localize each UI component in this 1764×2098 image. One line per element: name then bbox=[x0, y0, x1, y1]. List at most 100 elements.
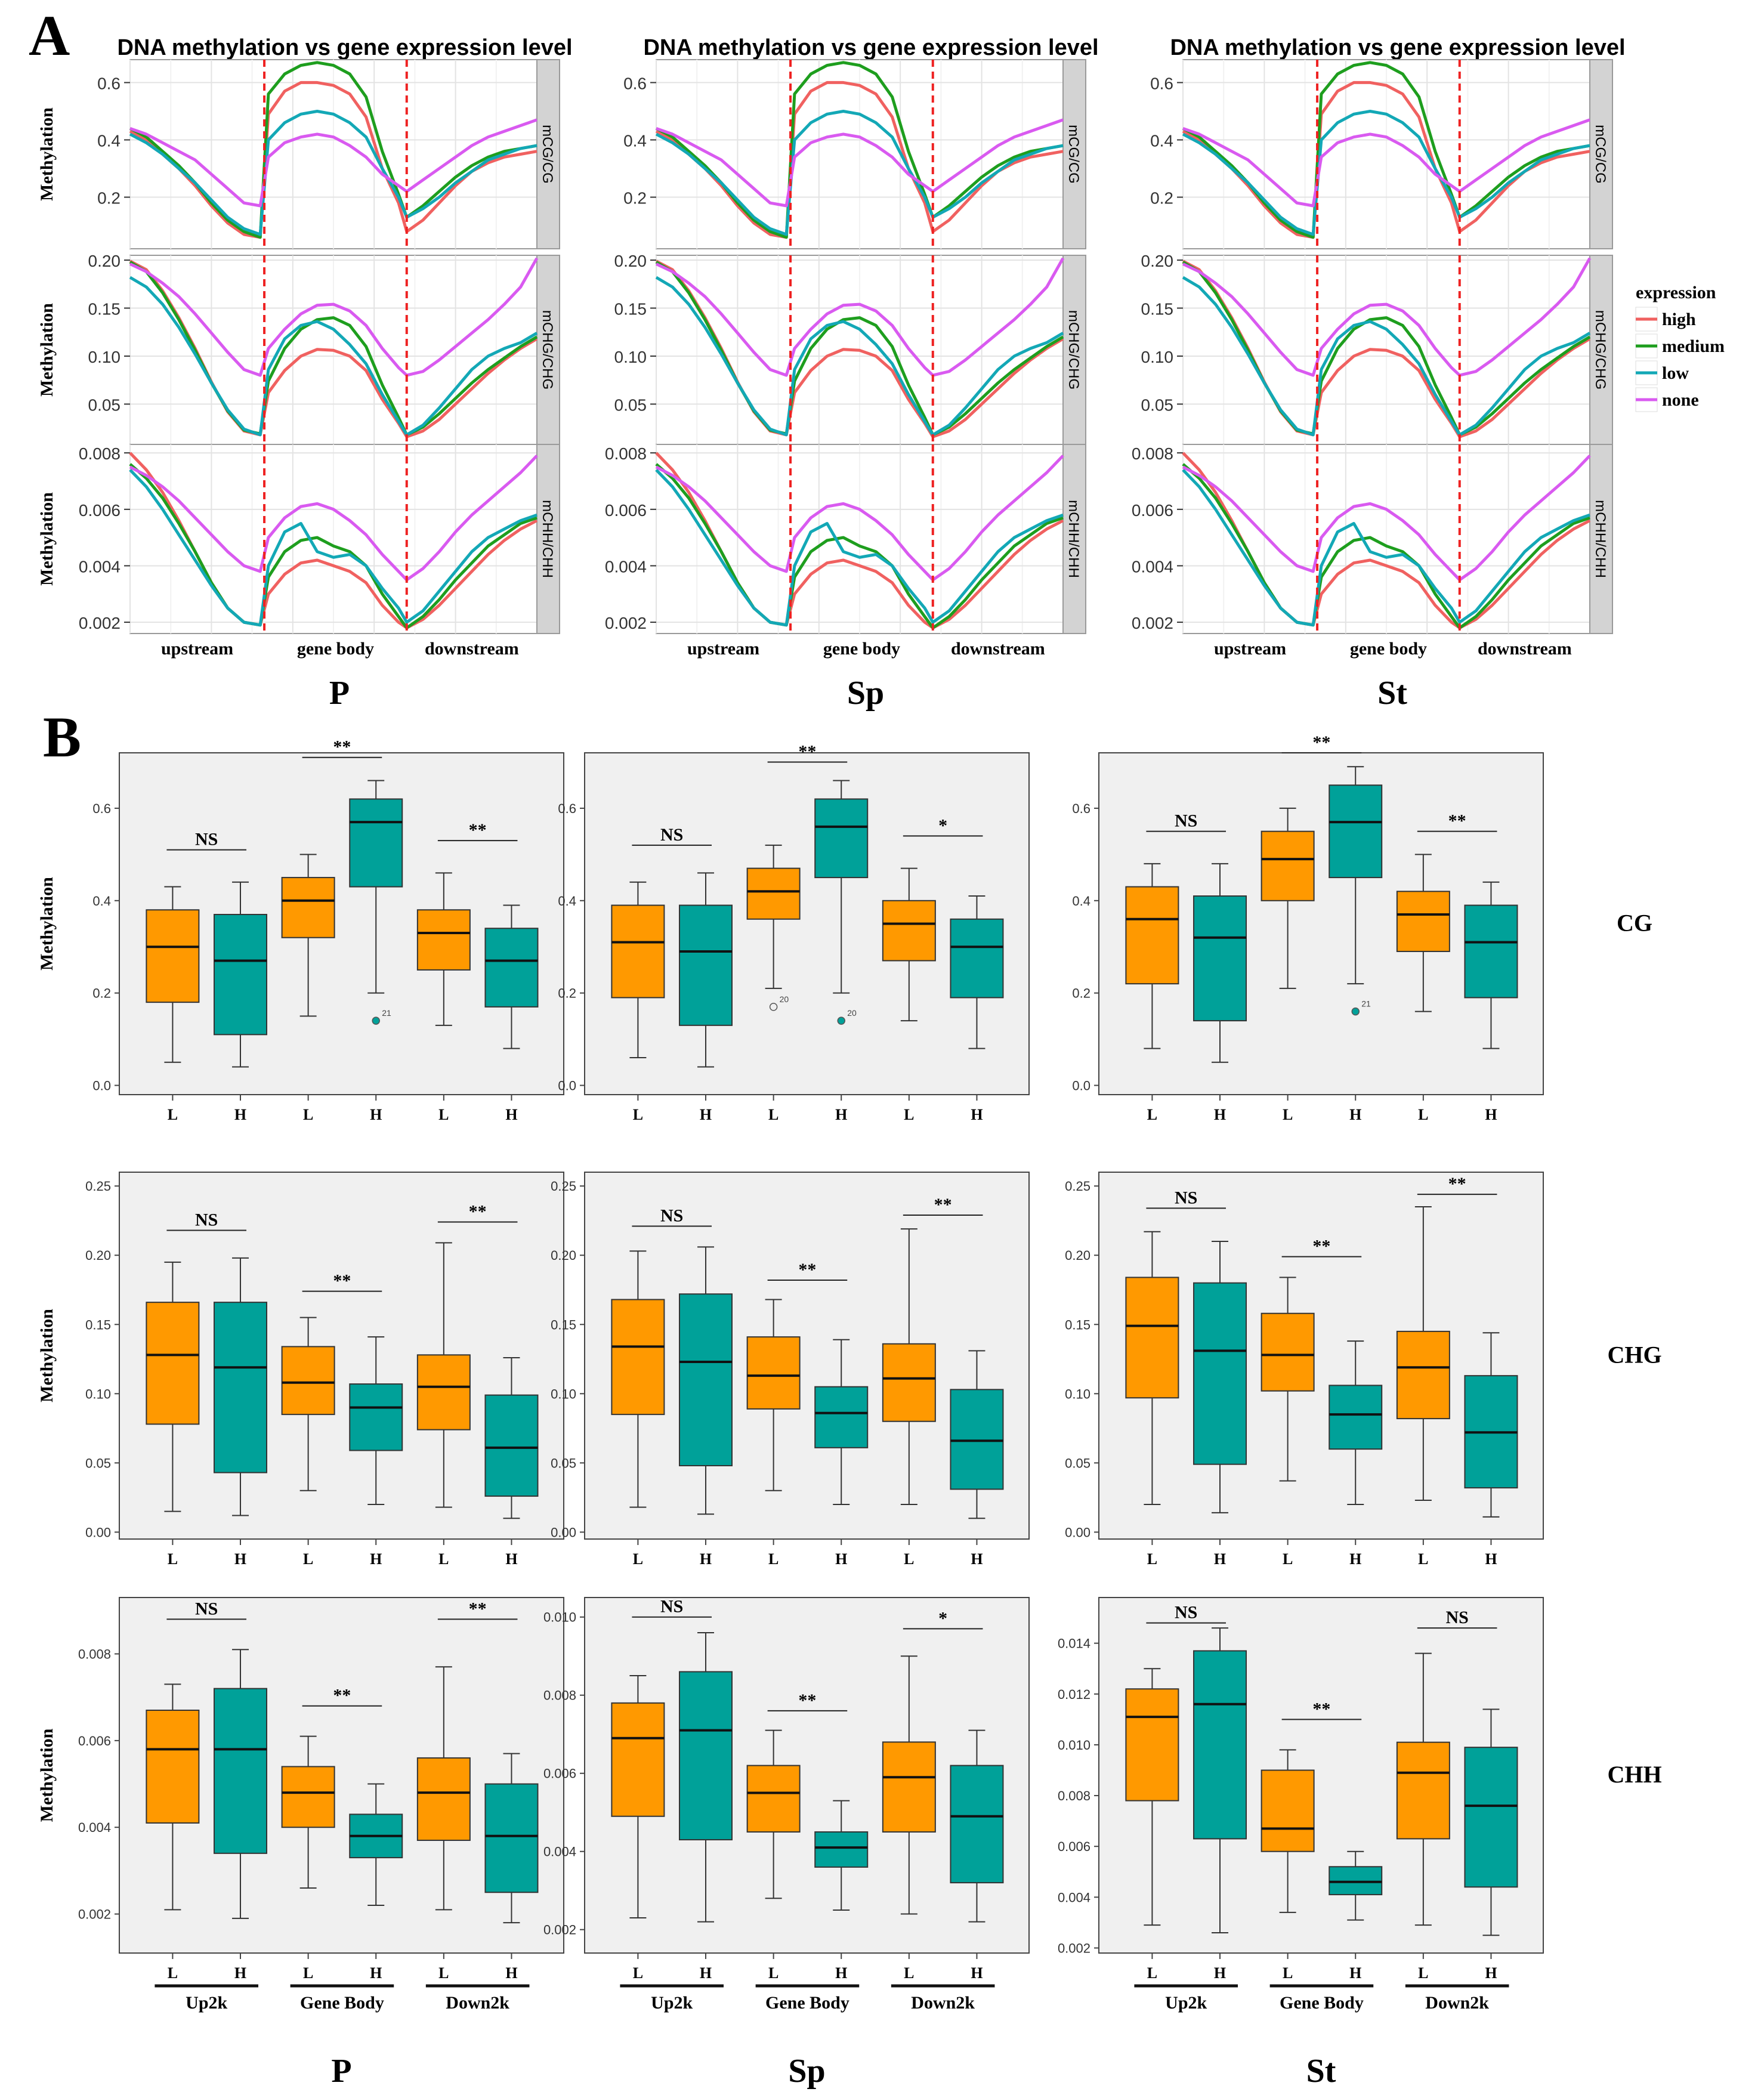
box-low bbox=[1261, 1769, 1315, 1852]
x-region-label: upstream bbox=[161, 639, 233, 659]
box-high bbox=[484, 1394, 539, 1497]
box-low bbox=[611, 904, 665, 999]
group-label: Gene Body bbox=[300, 1993, 384, 2013]
facet-strip-label: mCG/CG bbox=[1065, 125, 1082, 184]
series-line-medium bbox=[1182, 463, 1590, 629]
y-axis-label: Methylation bbox=[37, 107, 57, 201]
y-tick-label: 0.6 bbox=[558, 801, 576, 816]
series-line-none bbox=[655, 455, 1064, 582]
y-tick-label: 0.15 bbox=[551, 1317, 576, 1332]
outlier-label: 21 bbox=[1361, 999, 1371, 1009]
series-line-none bbox=[655, 257, 1065, 377]
y-tick-label: 0.25 bbox=[1065, 1179, 1090, 1194]
y-tick-label: 0.25 bbox=[85, 1179, 111, 1194]
box-high bbox=[1329, 784, 1383, 879]
y-tick-label: 0.10 bbox=[1141, 348, 1174, 366]
box-low bbox=[1396, 891, 1450, 952]
y-axis-label: Methylation bbox=[37, 1309, 57, 1402]
outlier-label: 21 bbox=[382, 1008, 391, 1018]
facet-strip bbox=[1062, 444, 1086, 634]
panel-a: DNA methylation vs gene expression level… bbox=[37, 35, 1626, 712]
x-tick-label: L bbox=[1283, 1964, 1293, 1982]
y-axis-label: Methylation bbox=[37, 1728, 57, 1822]
group-label: Down2k bbox=[911, 1993, 975, 2013]
box-low bbox=[882, 1343, 936, 1422]
box-high bbox=[349, 798, 403, 888]
significance-label: NS bbox=[1445, 1608, 1468, 1627]
significance-label: ** bbox=[798, 1691, 816, 1710]
facet-strip-label: mCHH/CHH bbox=[539, 500, 555, 578]
x-tick-label: L bbox=[1147, 1964, 1157, 1982]
significance-label: ** bbox=[1448, 811, 1466, 831]
outlier-point bbox=[837, 1016, 845, 1025]
y-tick-label: 0.008 bbox=[605, 444, 647, 463]
group-label: Up2k bbox=[186, 1993, 227, 2013]
y-tick-label: 0.6 bbox=[97, 74, 121, 92]
significance-label: ** bbox=[469, 820, 487, 840]
box-low bbox=[146, 1302, 200, 1425]
x-tick-label: H bbox=[1214, 1964, 1226, 1982]
y-tick-label: 0.006 bbox=[605, 501, 647, 520]
y-tick-label: 0.20 bbox=[1141, 252, 1174, 270]
box-high bbox=[1329, 1866, 1383, 1896]
legend-label: low bbox=[1662, 363, 1689, 383]
y-tick-label: 0.00 bbox=[551, 1525, 576, 1540]
significance-label: ** bbox=[469, 1599, 487, 1618]
significance-label: NS bbox=[660, 825, 683, 845]
y-tick-label: 0.2 bbox=[1072, 986, 1090, 1001]
box-low bbox=[1125, 1277, 1179, 1399]
box-high bbox=[1464, 1747, 1518, 1888]
x-tick-label: L bbox=[768, 1106, 778, 1123]
box-low bbox=[1396, 1741, 1450, 1840]
y-tick-label: 0.05 bbox=[551, 1456, 576, 1470]
tissue-label: St bbox=[1377, 675, 1407, 712]
x-region-label: gene body bbox=[297, 639, 374, 659]
y-tick-label: 0.10 bbox=[88, 348, 121, 366]
y-tick-label: 0.15 bbox=[88, 300, 121, 319]
x-tick-label: H bbox=[1485, 1550, 1497, 1568]
x-tick-label: L bbox=[633, 1106, 643, 1123]
x-tick-label: H bbox=[700, 1964, 712, 1982]
x-tick-label: L bbox=[1418, 1964, 1428, 1982]
facet-strip-label: mCG/CG bbox=[539, 125, 555, 184]
significance-label: ** bbox=[1312, 1699, 1330, 1719]
y-tick-label: 0.05 bbox=[85, 1456, 111, 1470]
box-high bbox=[1464, 904, 1518, 999]
box-low bbox=[1396, 1330, 1450, 1420]
box-high bbox=[214, 1302, 268, 1473]
box-high bbox=[950, 1389, 1004, 1490]
series-line-none bbox=[1182, 257, 1592, 377]
y-tick-label: 0.4 bbox=[623, 131, 647, 150]
x-tick-label: H bbox=[1485, 1964, 1497, 1982]
significance-label: ** bbox=[798, 741, 816, 761]
y-tick-label: 0.008 bbox=[1058, 1788, 1090, 1803]
facet-strip-label: mCHG/CHG bbox=[1592, 310, 1608, 390]
panel-a-letter: A bbox=[29, 4, 70, 67]
x-tick-label: H bbox=[1485, 1106, 1497, 1123]
x-tick-label: L bbox=[438, 1964, 449, 1982]
context-label: CHG bbox=[1607, 1342, 1661, 1368]
box-high bbox=[1193, 1282, 1247, 1465]
y-tick-label: 0.0 bbox=[1072, 1079, 1090, 1093]
y-tick-label: 0.002 bbox=[78, 1907, 111, 1922]
series-line-low bbox=[1182, 110, 1590, 236]
x-tick-label: H bbox=[1214, 1550, 1226, 1568]
facet-strip bbox=[1062, 255, 1086, 445]
y-tick-label: 0.2 bbox=[1150, 189, 1173, 208]
x-tick-label: L bbox=[1147, 1106, 1157, 1123]
y-tick-label: 0.20 bbox=[85, 1248, 111, 1263]
context-label: CG bbox=[1617, 910, 1652, 937]
series-line-medium bbox=[655, 463, 1064, 629]
x-tick-label: H bbox=[1349, 1964, 1361, 1982]
tissue-label: Sp bbox=[788, 2053, 825, 2090]
x-tick-label: L bbox=[168, 1964, 178, 1982]
series-line-low bbox=[129, 468, 537, 627]
x-tick-label: L bbox=[904, 1964, 914, 1982]
box-low bbox=[416, 1757, 471, 1841]
x-tick-label: H bbox=[505, 1106, 517, 1123]
y-tick-label: 0.10 bbox=[85, 1386, 111, 1401]
y-tick-label: 0.008 bbox=[78, 1646, 111, 1661]
significance-label: ** bbox=[1312, 733, 1330, 752]
box-low bbox=[146, 1709, 200, 1824]
significance-label: NS bbox=[1175, 811, 1197, 831]
